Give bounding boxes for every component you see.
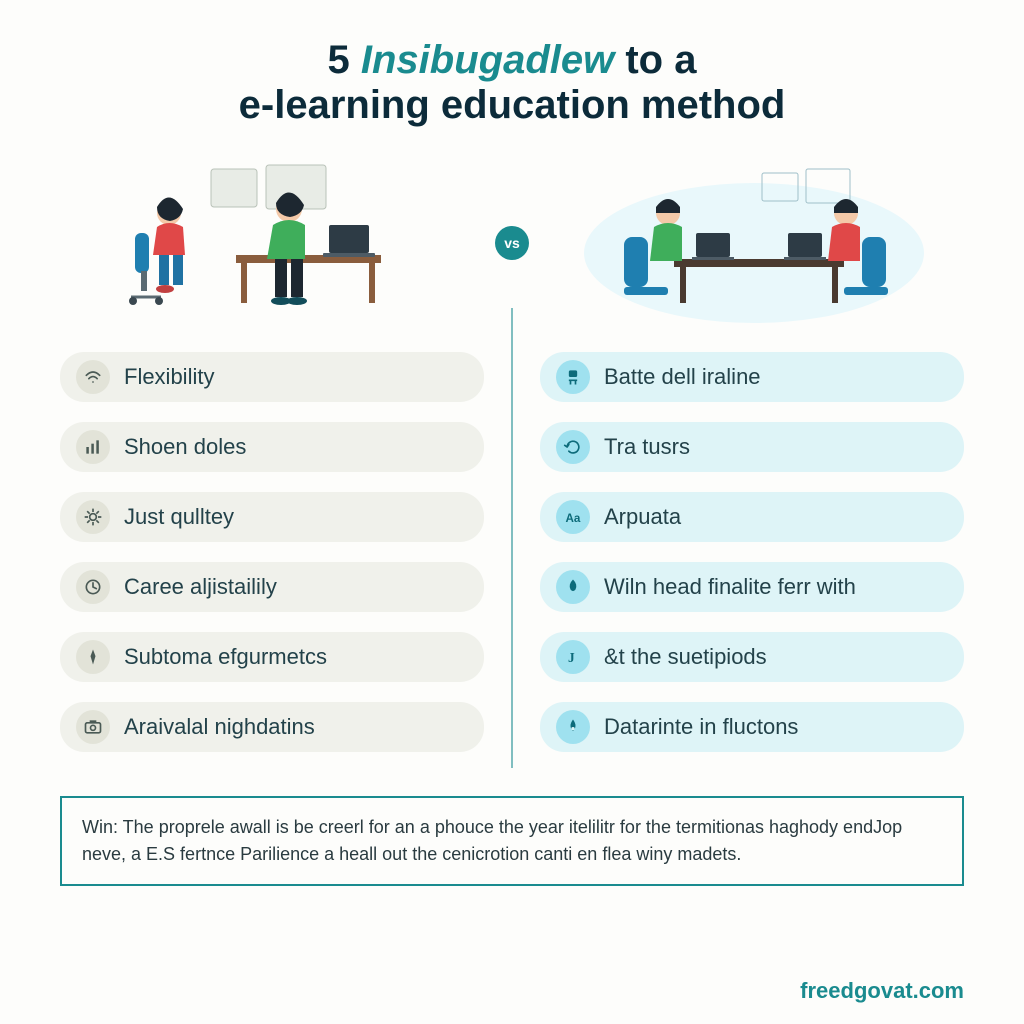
item-label: Datarinte in fluctons: [604, 714, 798, 740]
camera-icon: [76, 710, 110, 744]
list-item: Datarinte in fluctons: [540, 702, 964, 752]
illustration-row: vs: [60, 158, 964, 328]
list-item: Araivalal nighdatins: [60, 702, 484, 752]
title-prefix: 5: [328, 38, 361, 82]
clock-icon: [76, 570, 110, 604]
title-block: 5 Insibugadlew to a e-learning education…: [60, 38, 964, 128]
footnote-text: Win: The proprele awall is be creerl for…: [82, 817, 902, 864]
list-item: Batte dell iraline: [540, 352, 964, 402]
footnote-box: Win: The proprele awall is be creerl for…: [60, 796, 964, 886]
item-label: Subtoma efgurmetcs: [124, 644, 327, 670]
text-icon: Aa: [556, 500, 590, 534]
refresh-icon: [556, 430, 590, 464]
item-label: Shoen doles: [124, 434, 246, 460]
list-item: Caree aljistailily: [60, 562, 484, 612]
bars-icon: [76, 430, 110, 464]
right-column: Batte dell iraline Tra tusrs Aa Arpuata …: [540, 352, 964, 772]
title-line2: e-learning education method: [60, 83, 964, 128]
illustration-left: [60, 163, 481, 323]
item-label: Just qulltey: [124, 504, 234, 530]
title-suffix: to a: [614, 38, 696, 82]
flame-icon: [556, 570, 590, 604]
list-item: Flexibility: [60, 352, 484, 402]
serif-icon: J: [556, 640, 590, 674]
item-label: Flexibility: [124, 364, 214, 390]
list-item: J &t the suetipiods: [540, 632, 964, 682]
item-label: Batte dell iraline: [604, 364, 761, 390]
illustration-right: [543, 163, 964, 323]
vs-badge: vs: [495, 226, 529, 260]
item-label: Tra tusrs: [604, 434, 690, 460]
svg-text:Aa: Aa: [566, 512, 581, 525]
item-label: &t the suetipiods: [604, 644, 767, 670]
list-item: Subtoma efgurmetcs: [60, 632, 484, 682]
item-label: Araivalal nighdatins: [124, 714, 315, 740]
center-divider: [511, 308, 513, 768]
list-item: Aa Arpuata: [540, 492, 964, 542]
list-item: Tra tusrs: [540, 422, 964, 472]
item-label: Wiln head finalite ferr with: [604, 574, 856, 600]
item-label: Arpuata: [604, 504, 681, 530]
vs-divider: vs: [491, 226, 533, 260]
list-item: Wiln head finalite ferr with: [540, 562, 964, 612]
list-item: Shoen doles: [60, 422, 484, 472]
left-column: Flexibility Shoen doles Just qulltey Car…: [60, 352, 484, 772]
list-item: Just qulltey: [60, 492, 484, 542]
svg-text:J: J: [568, 650, 575, 665]
wifi-icon: [76, 360, 110, 394]
brand-watermark: freedgovat.com: [800, 978, 964, 1004]
title-line1: 5 Insibugadlew to a: [60, 38, 964, 83]
item-label: Caree aljistailily: [124, 574, 277, 600]
drop-icon: [556, 710, 590, 744]
gear-icon: [76, 500, 110, 534]
chair-icon: [556, 360, 590, 394]
compass-icon: [76, 640, 110, 674]
title-accent: Insibugadlew: [361, 38, 614, 82]
